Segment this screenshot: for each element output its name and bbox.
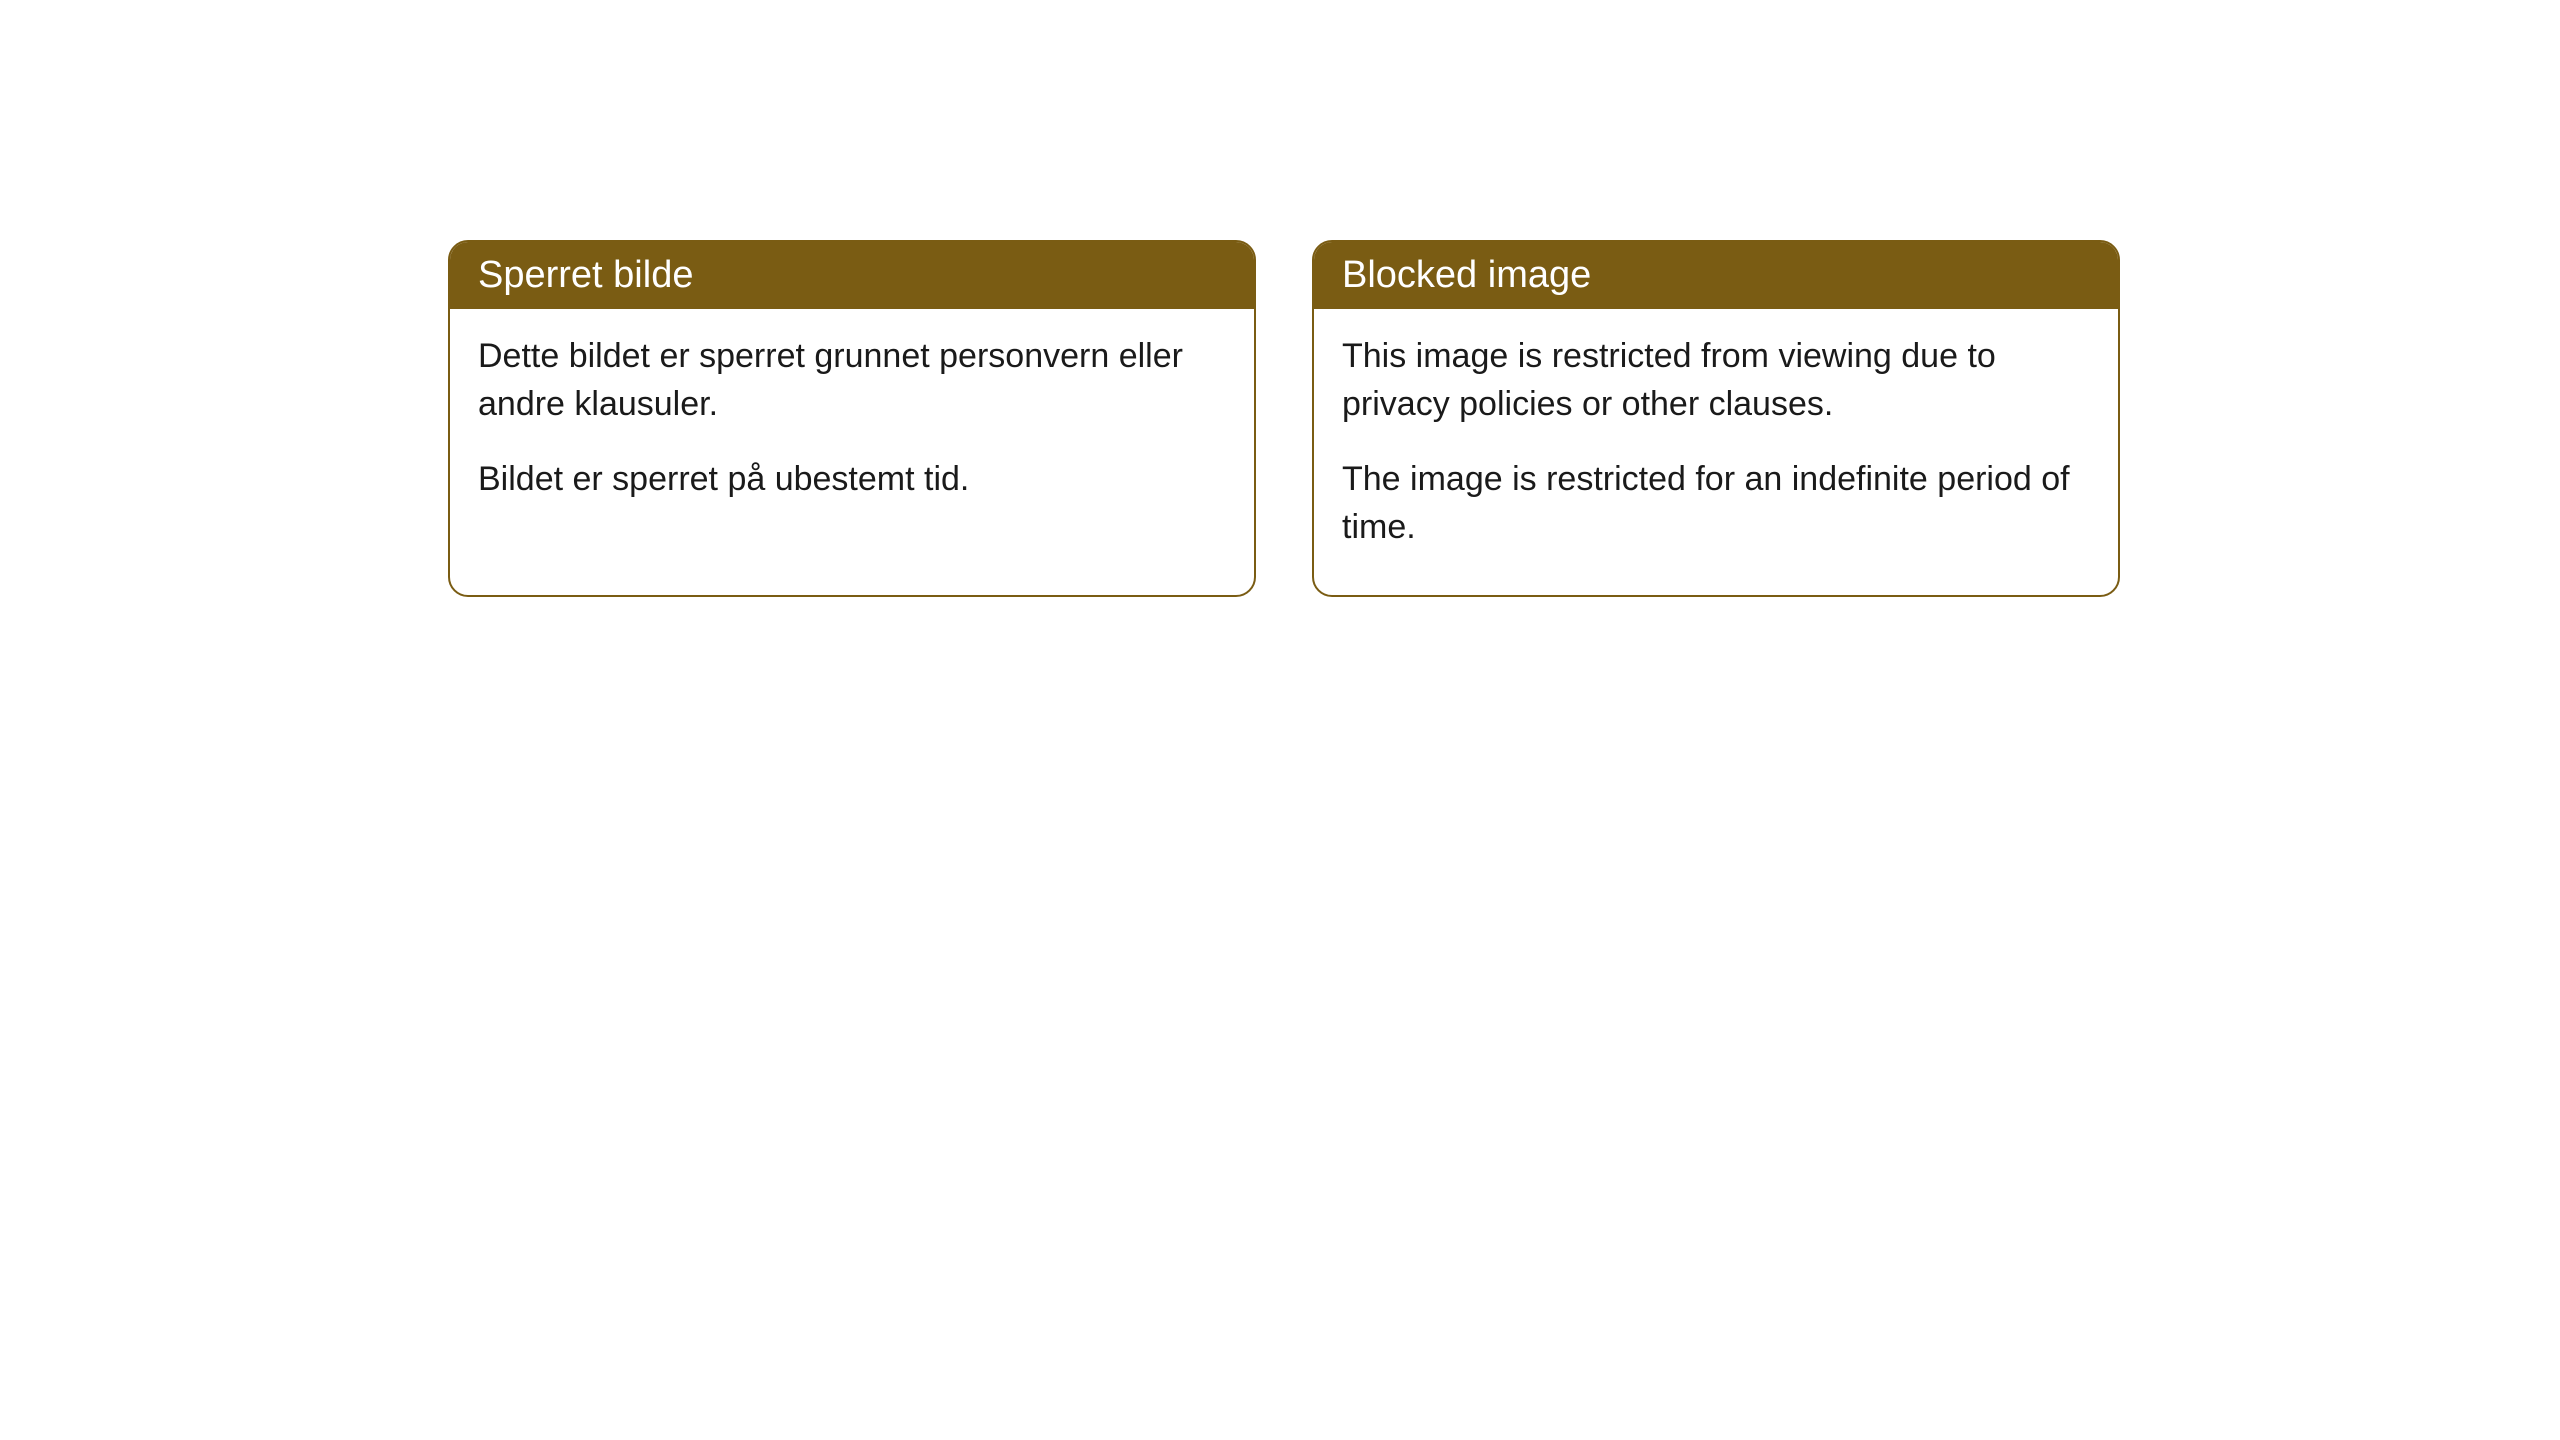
card-paragraph: The image is restricted for an indefinit… [1342, 456, 2090, 551]
card-body-english: This image is restricted from viewing du… [1314, 309, 2118, 595]
card-header-english: Blocked image [1314, 242, 2118, 309]
card-paragraph: Bildet er sperret på ubestemt tid. [478, 456, 1226, 504]
card-paragraph: This image is restricted from viewing du… [1342, 333, 2090, 428]
card-body-norwegian: Dette bildet er sperret grunnet personve… [450, 309, 1254, 548]
card-paragraph: Dette bildet er sperret grunnet personve… [478, 333, 1226, 428]
card-english: Blocked image This image is restricted f… [1312, 240, 2120, 597]
cards-container: Sperret bilde Dette bildet er sperret gr… [448, 240, 2120, 597]
card-norwegian: Sperret bilde Dette bildet er sperret gr… [448, 240, 1256, 597]
card-header-norwegian: Sperret bilde [450, 242, 1254, 309]
